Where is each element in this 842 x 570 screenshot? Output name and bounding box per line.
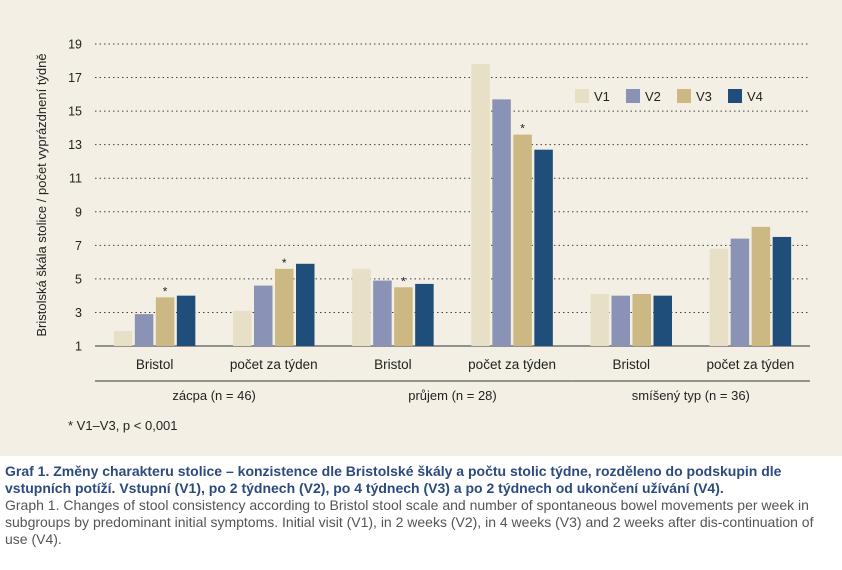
y-tick-label: 5 [75, 272, 82, 286]
y-tick-label: 13 [68, 138, 82, 152]
significance-marker: * [401, 274, 406, 288]
significance-marker: * [163, 284, 168, 298]
legend-label-v2: V2 [645, 89, 661, 104]
y-tick-label: 19 [68, 38, 82, 52]
bar-v2-cat0 [134, 314, 154, 346]
bar-v2-cat5 [730, 238, 750, 346]
bar-v1-cat0 [113, 330, 133, 346]
bar-v2-cat3 [492, 99, 511, 346]
bar-v4-cat0 [176, 295, 196, 346]
y-tick-label: 1 [75, 340, 82, 354]
legend-swatch-v2 [626, 89, 640, 103]
bar-v2-cat1 [254, 285, 273, 346]
x-category-label: Bristol [136, 357, 174, 372]
legend-swatch-v1 [575, 89, 589, 103]
y-tick-label: 15 [68, 105, 82, 119]
bar-v3-cat3 [513, 134, 532, 346]
bar-v4-cat1 [296, 263, 315, 346]
figure-caption: Graf 1. Změny charakteru stolice – konzi… [5, 463, 837, 548]
bar-v3-cat4 [632, 293, 651, 346]
chart-panel: 1 3 5 7 9 11 13 15 17 19 Bristolská škála stolice … [0, 0, 842, 456]
group-label: průjem (n = 28) [408, 388, 497, 403]
bar-v4-cat3 [534, 149, 553, 346]
bar-v3-cat0 [155, 297, 175, 346]
caption-english: Graph 1. Changes of stool consistency ac… [5, 497, 814, 547]
bar-v1-cat5 [709, 248, 729, 346]
significance-marker: * [520, 122, 525, 136]
bar-v3-cat5 [751, 226, 771, 346]
y-axis-label: Bristolská škála stolice / počet vyprázd… [34, 53, 49, 336]
legend-swatch-v3 [677, 89, 691, 103]
bar-v2-cat4 [611, 295, 630, 346]
y-tick-label: 3 [75, 306, 82, 320]
bar-v4-cat2 [415, 283, 434, 346]
group-label: smíšený typ (n = 36) [632, 388, 750, 403]
legend-label-v4: V4 [747, 89, 763, 104]
y-tick-label: 11 [69, 172, 82, 186]
y-tick-label: 9 [75, 205, 82, 219]
bar-v1-cat2 [352, 268, 371, 346]
y-tick-label: 17 [68, 71, 82, 85]
x-category-label: počet za týden [468, 357, 556, 372]
x-category-label: Bristol [612, 357, 650, 372]
bar-v1-cat3 [471, 64, 490, 346]
significance-marker: * [282, 256, 287, 270]
bar-v1-cat1 [233, 310, 252, 346]
bar-v3-cat1 [275, 268, 294, 346]
x-category-label: počet za týden [230, 357, 318, 372]
group-label: zácpa (n = 46) [172, 388, 255, 403]
bar-v3-cat2 [394, 287, 413, 346]
legend-swatch-v4 [728, 89, 742, 103]
bar-v4-cat4 [653, 295, 672, 346]
footnote: * V1–V3, p < 0,001 [68, 418, 178, 433]
bar-v4-cat5 [772, 236, 792, 346]
y-tick-label: 7 [75, 239, 82, 253]
bar-v2-cat2 [373, 280, 392, 346]
caption-czech: Graf 1. Změny charakteru stolice – konzi… [5, 463, 782, 496]
bar-v1-cat4 [590, 293, 609, 346]
legend-label-v1: V1 [594, 89, 610, 104]
x-category-label: Bristol [374, 357, 412, 372]
x-category-label: počet za týden [707, 357, 795, 372]
legend-label-v3: V3 [696, 89, 712, 104]
